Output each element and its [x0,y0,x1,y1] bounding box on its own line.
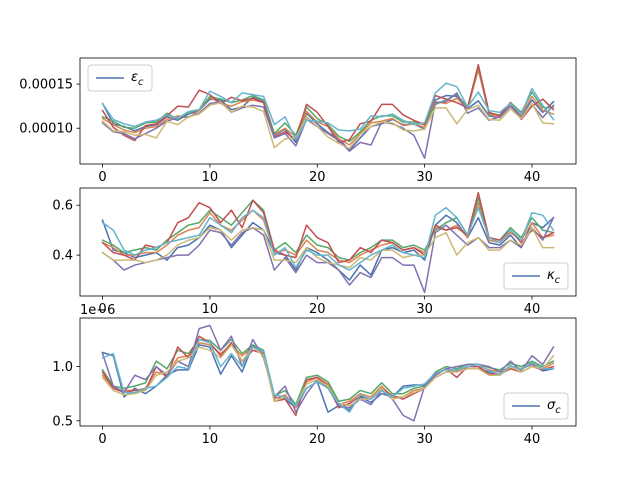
legend: εc [87,64,153,92]
series-line-4 [101,63,555,144]
series-line-7 [101,206,555,271]
y-tick-label: 0.5 [52,414,73,429]
axes-frame [79,57,577,165]
x-tick-label: 10 [202,170,219,185]
series-line-6 [101,101,555,150]
x-tick-label: 40 [524,432,541,447]
x-tick-label: 30 [416,302,433,317]
axes-frame [79,317,577,427]
y-tick-label: 0.4 [52,249,73,264]
x-tick-label: 30 [416,170,433,185]
subplot-1: 0 10 20 30 40 0.00010 0.00015 εc [19,57,577,185]
x-tick-label: 20 [309,432,326,447]
series-line-2 [101,201,555,264]
series-line-7 [101,338,555,413]
y-tick-label: 0.00015 [19,78,73,93]
x-tick-label: 30 [416,432,433,447]
x-tick-label: 0 [98,432,106,447]
series-line-6 [101,226,555,269]
x-tick-label: 20 [309,302,326,317]
x-tick-label: 10 [202,432,219,447]
x-tick-label: 10 [202,302,219,317]
subplot-3: 0 10 20 30 40 0.5 1.0 1e−6 σc [52,303,577,447]
x-tick-label: 40 [524,170,541,185]
series-line-3 [101,196,555,261]
series-line-4 [101,191,555,264]
legend: κc [503,262,569,290]
series-line-1 [101,214,555,281]
subplot-2: 0 10 20 30 40 0.4 0.6 κc [52,187,577,317]
x-tick-label: 0 [98,302,106,317]
y-tick-label: 0.00010 [19,122,73,137]
y-offset-text: 1e−6 [80,303,115,318]
y-tick-label: 0.6 [52,199,73,214]
legend: σc [503,392,569,420]
x-tick-label: 0 [98,170,106,185]
series-line-7 [101,82,555,141]
series-line-6 [101,344,555,407]
x-tick-label: 40 [524,302,541,317]
y-tick-label: 1.0 [52,360,73,375]
axes-frame [79,187,577,297]
x-tick-label: 20 [309,170,326,185]
